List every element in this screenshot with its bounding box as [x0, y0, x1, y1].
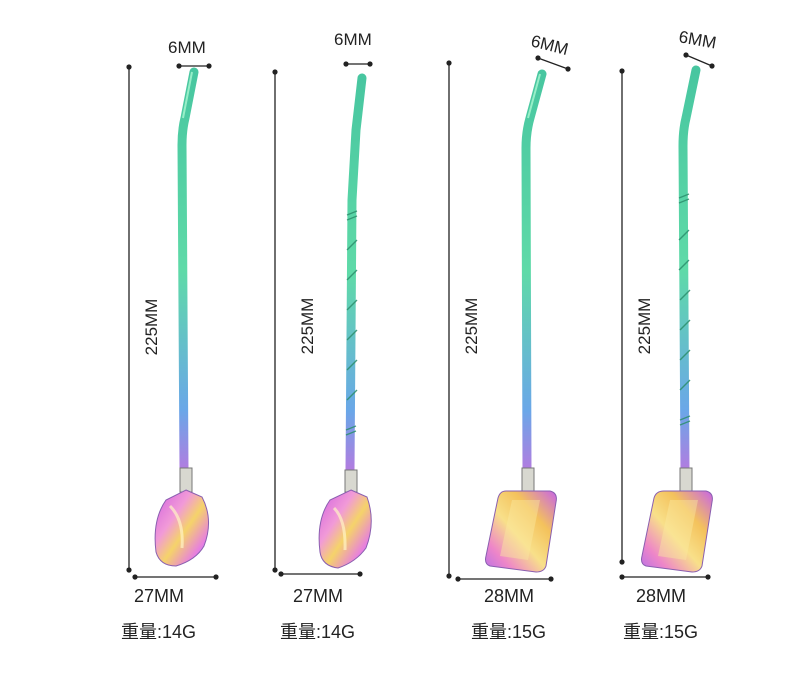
top-width-dimension-2: 6MM [334, 30, 373, 67]
weight-label-3: 重量:15G [471, 622, 547, 642]
twist-pattern-4 [678, 193, 691, 426]
bottom-width-dimension-2 [278, 571, 363, 577]
stem-4 [678, 65, 701, 475]
bottom-width-dimension-1 [132, 574, 219, 580]
top-width-label-2: 6MM [334, 30, 372, 49]
square-head-4 [641, 490, 713, 573]
stem-1 [177, 67, 199, 475]
twist-pattern-2 [345, 210, 358, 436]
top-width-dimension-4: 6MM [677, 27, 718, 69]
length-dimension-2: 225MM [272, 69, 317, 573]
length-dimension-1: 225MM [126, 64, 161, 573]
spoon-2: 6MM 225MM [272, 30, 373, 577]
top-width-dimension-3: 6MM [529, 31, 571, 72]
top-width-label-4: 6MM [677, 27, 718, 52]
top-width-label-3: 6MM [529, 31, 570, 59]
weight-label-1: 重量:14G [121, 622, 197, 642]
length-label-4: 225MM [635, 298, 654, 355]
weight-label-4: 重量:15G [623, 622, 699, 642]
neck-4 [679, 467, 693, 493]
length-label-1: 225MM [142, 299, 161, 356]
neck-2 [344, 469, 358, 493]
neck-1 [179, 467, 193, 493]
bottom-width-label-3: 28MM [484, 586, 535, 606]
length-label-2: 225MM [298, 298, 317, 355]
bottom-width-label-1: 27MM [134, 586, 185, 606]
neck-3 [521, 467, 535, 493]
bottom-width-dimension-4 [619, 574, 711, 580]
spoon-3: 6MM 225MM [446, 31, 571, 582]
stem-3 [521, 69, 547, 475]
length-dimension-3: 225MM [446, 60, 481, 579]
length-label-3: 225MM [462, 298, 481, 355]
bottom-width-dimension-3 [455, 576, 554, 582]
spoon-4: 6MM 225MM [619, 27, 718, 580]
bottom-width-label-2: 27MM [293, 586, 344, 606]
top-width-label-1: 6MM [168, 38, 206, 57]
length-dimension-4: 225MM [619, 68, 654, 565]
stem-2 [345, 73, 367, 475]
square-head-3 [485, 490, 557, 573]
bottom-width-label-4: 28MM [636, 586, 687, 606]
spoon-1: 6MM 225MM [126, 38, 219, 580]
weight-label-2: 重量:14G [280, 622, 356, 642]
top-width-dimension-1: 6MM [168, 38, 212, 69]
